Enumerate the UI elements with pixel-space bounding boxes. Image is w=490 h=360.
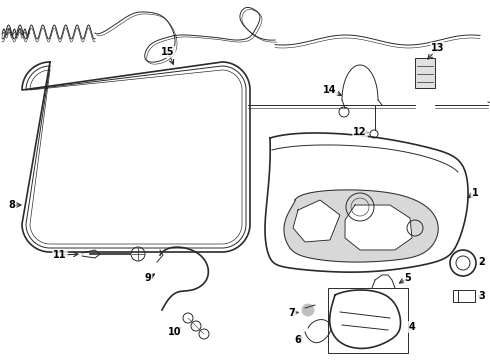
Text: 1: 1 bbox=[472, 188, 478, 198]
Text: 15: 15 bbox=[161, 47, 175, 57]
Polygon shape bbox=[293, 200, 340, 242]
Bar bbox=[328, 288, 408, 353]
Text: 7: 7 bbox=[289, 308, 295, 318]
Polygon shape bbox=[284, 190, 438, 262]
Text: 5: 5 bbox=[405, 273, 412, 283]
Text: 3: 3 bbox=[479, 291, 486, 301]
Polygon shape bbox=[345, 205, 412, 250]
Text: 6: 6 bbox=[294, 335, 301, 345]
Text: 4: 4 bbox=[409, 322, 416, 332]
Text: 13: 13 bbox=[431, 43, 445, 53]
Text: 10: 10 bbox=[168, 327, 182, 337]
Circle shape bbox=[302, 304, 314, 316]
Text: 2: 2 bbox=[479, 257, 486, 267]
Text: 8: 8 bbox=[8, 200, 16, 210]
Bar bbox=[453, 290, 475, 302]
Text: 9: 9 bbox=[145, 273, 151, 283]
Text: 14: 14 bbox=[323, 85, 337, 95]
Bar bbox=[415, 58, 435, 88]
Text: 12: 12 bbox=[353, 127, 367, 137]
Text: 11: 11 bbox=[53, 250, 67, 260]
